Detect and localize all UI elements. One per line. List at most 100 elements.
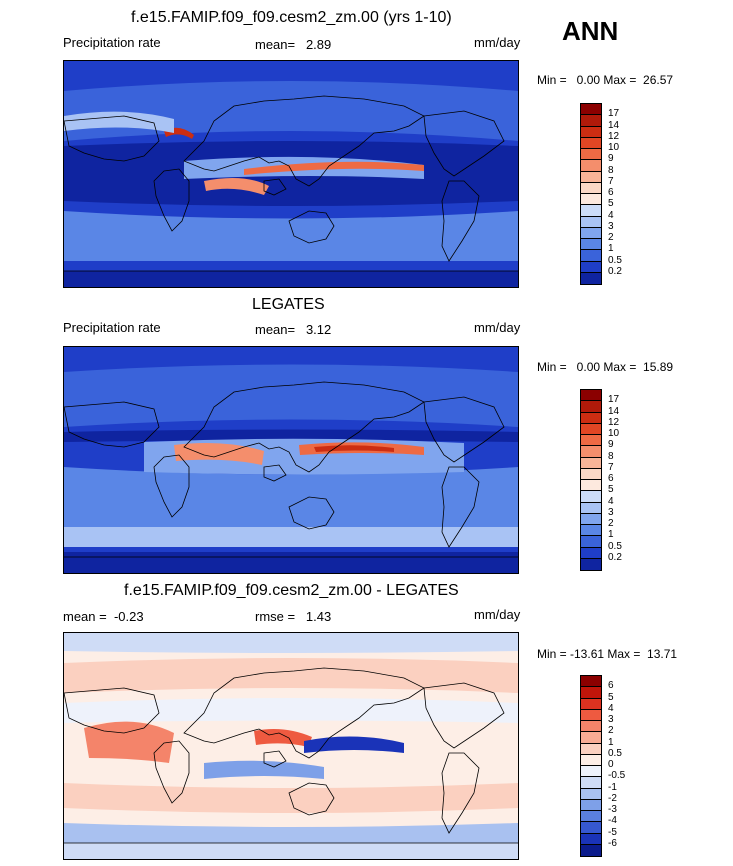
colorbar-tick-label: 0 — [608, 759, 614, 770]
colorbar-swatch — [581, 412, 601, 424]
field-label: Precipitation rate — [63, 35, 161, 50]
colorbar-tick-label: 8 — [608, 164, 614, 176]
coastline — [153, 454, 190, 518]
colorbar-swatch — [581, 227, 601, 239]
colorbar-tick-label: 0.5 — [608, 254, 622, 266]
colorbar-tick-label: 1 — [608, 736, 614, 748]
colorbar-swatch — [581, 194, 601, 206]
precip-contour-fill — [64, 823, 518, 843]
colorbar-tick-label: 3 — [608, 714, 614, 725]
colorbar-tick-label: 17 — [608, 108, 620, 120]
colorbar-tick-label: 6 — [608, 473, 614, 484]
coastline — [288, 782, 335, 816]
precip-contour-fill — [244, 161, 424, 175]
precip-contour-fill — [174, 443, 264, 465]
precip-contour-fill — [64, 429, 518, 442]
colorbar-swatch — [581, 502, 601, 514]
precip-contour-fill — [64, 527, 518, 547]
colorbar-swatch — [581, 149, 601, 161]
colorbar-tick-label: 2 — [608, 518, 614, 529]
precip-contour-fill — [64, 552, 518, 573]
colorbar-tick-label: 7 — [608, 175, 614, 187]
colorbar-swatch — [581, 480, 601, 492]
colorbar — [580, 389, 602, 571]
colorbar-swatch — [581, 547, 601, 559]
coastline — [263, 464, 287, 482]
coastline — [183, 667, 425, 759]
colorbar-swatch — [581, 777, 601, 789]
precip-contour-fill — [64, 271, 518, 287]
precip-contour-fill — [64, 364, 518, 427]
coastline — [64, 115, 160, 162]
colorbar-swatch — [581, 491, 601, 503]
colorbar-tick-label: 5 — [608, 198, 614, 210]
mean-value: mean = -0.23 — [63, 609, 144, 624]
coastline — [441, 180, 480, 262]
coastline — [183, 95, 425, 187]
coastline — [263, 178, 287, 196]
colorbar-tick-label: -1 — [608, 781, 617, 793]
colorbar-swatch — [581, 513, 601, 525]
coastline — [183, 381, 425, 473]
map-canvas — [64, 61, 518, 287]
colorbar-swatch — [581, 788, 601, 800]
colorbar-swatch — [581, 457, 601, 469]
precip-contour-fill — [64, 843, 518, 859]
colorbar-tick-label: -4 — [608, 815, 617, 827]
precip-contour-fill — [64, 211, 518, 261]
precip-contour-fill — [64, 81, 518, 141]
colorbar — [580, 675, 602, 857]
coastline — [263, 750, 287, 768]
colorbar-swatch — [581, 468, 601, 480]
colorbar-swatch — [581, 182, 601, 194]
colorbar-tick-label: 4 — [608, 209, 614, 221]
colorbar-tick-label: 4 — [608, 495, 614, 507]
mean-value: mean= 2.89 — [255, 37, 332, 52]
colorbar-swatch — [581, 115, 601, 127]
colorbar-swatch — [581, 844, 601, 856]
colorbar-swatch — [581, 822, 601, 834]
colorbar-swatch — [581, 126, 601, 138]
precip-contour-fill — [304, 736, 404, 753]
precip-contour-fill — [254, 729, 312, 747]
panel-title: f.e15.FAMIP.f09_f09.cesm2_zm.00 - LEGATE… — [124, 582, 459, 599]
colorbar-swatch — [581, 104, 601, 116]
colorbar-swatch — [581, 160, 601, 172]
colorbar-swatch — [581, 721, 601, 733]
colorbar-swatch — [581, 272, 601, 284]
colorbar-tick-label: 0.2 — [608, 265, 622, 277]
rmse-value: rmse = 1.43 — [255, 609, 332, 624]
min-max-label: Min = 0.00 Max = 26.57 — [537, 73, 674, 87]
colorbar-swatch — [581, 687, 601, 699]
colorbar — [580, 103, 602, 285]
colorbar-swatch — [581, 743, 601, 755]
colorbar-swatch — [581, 536, 601, 548]
panel-title: LEGATES — [252, 296, 325, 313]
colorbar-tick-label: 5 — [608, 484, 614, 496]
colorbar-tick-label: 1 — [608, 243, 614, 255]
colorbar-swatch — [581, 205, 601, 217]
colorbar-tick-label: 0.5 — [608, 540, 622, 552]
colorbar-swatch — [581, 390, 601, 402]
precip-contour-fill — [84, 721, 174, 763]
coastline — [64, 687, 160, 734]
mean-value: mean= 3.12 — [255, 322, 332, 337]
precip-contour-fill — [64, 698, 518, 723]
units-label: mm/day — [474, 35, 521, 50]
coastline — [288, 210, 335, 244]
colorbar-tick-label: 10 — [608, 428, 620, 439]
units-label: mm/day — [474, 320, 521, 335]
colorbar-tick-label: 14 — [608, 119, 620, 131]
precip-contour-fill — [204, 760, 324, 779]
colorbar-tick-label: 0.5 — [608, 747, 622, 759]
min-max-label: Min = 0.00 Max = 15.89 — [537, 360, 674, 374]
colorbar-tick-label: 12 — [608, 416, 620, 428]
colorbar-swatch — [581, 754, 601, 766]
colorbar-tick-label: 4 — [608, 702, 614, 714]
season-label: ANN — [562, 16, 619, 46]
colorbar-tick-label: 10 — [608, 142, 620, 153]
colorbar-tick-label: 5 — [608, 691, 614, 703]
colorbar-tick-label: -0.5 — [608, 770, 626, 782]
coastline — [64, 401, 160, 448]
colorbar-tick-label: 9 — [608, 153, 614, 165]
